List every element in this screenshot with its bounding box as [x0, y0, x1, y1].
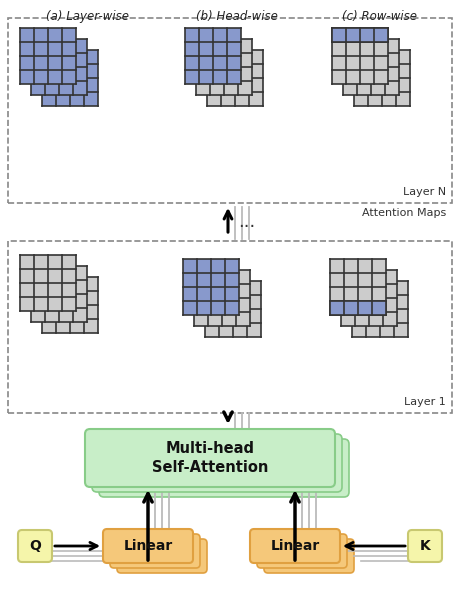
Text: Attention Maps: Attention Maps: [361, 208, 445, 218]
Text: Linear: Linear: [270, 539, 319, 553]
Bar: [20, 255, 76, 311]
Text: K: K: [419, 539, 430, 553]
Bar: [342, 39, 398, 95]
Bar: [42, 50, 98, 106]
Text: (c) Row-wise: (c) Row-wise: [342, 10, 417, 23]
Bar: [340, 270, 396, 326]
Bar: [31, 39, 87, 95]
Bar: [353, 50, 409, 106]
Bar: [185, 28, 241, 84]
Text: Linear: Linear: [123, 539, 172, 553]
FancyBboxPatch shape: [18, 530, 52, 562]
FancyBboxPatch shape: [407, 530, 441, 562]
FancyBboxPatch shape: [117, 539, 207, 573]
Text: Layer 1: Layer 1: [403, 397, 445, 407]
FancyBboxPatch shape: [103, 529, 193, 563]
Bar: [329, 259, 385, 315]
Bar: [20, 28, 76, 84]
Bar: [8, 18, 451, 203]
FancyBboxPatch shape: [99, 439, 348, 497]
Text: Multi-head
Self-Attention: Multi-head Self-Attention: [151, 440, 268, 475]
Bar: [351, 281, 407, 337]
Text: (a) Layer-wise: (a) Layer-wise: [46, 10, 129, 23]
Text: ...: ...: [237, 213, 255, 231]
Text: Layer N: Layer N: [402, 187, 445, 197]
Bar: [205, 281, 260, 337]
Bar: [31, 266, 87, 322]
Bar: [329, 301, 385, 315]
Bar: [183, 259, 239, 315]
FancyBboxPatch shape: [249, 529, 339, 563]
FancyBboxPatch shape: [263, 539, 353, 573]
Bar: [42, 277, 98, 333]
FancyBboxPatch shape: [257, 534, 346, 568]
Bar: [331, 28, 387, 84]
FancyBboxPatch shape: [85, 429, 334, 487]
Bar: [331, 28, 387, 42]
FancyBboxPatch shape: [92, 434, 341, 492]
Bar: [207, 50, 263, 106]
Text: Q: Q: [29, 539, 41, 553]
Bar: [196, 39, 252, 95]
Bar: [8, 241, 451, 413]
FancyBboxPatch shape: [110, 534, 200, 568]
Bar: [194, 270, 249, 326]
Text: (b) Head-wise: (b) Head-wise: [196, 10, 277, 23]
